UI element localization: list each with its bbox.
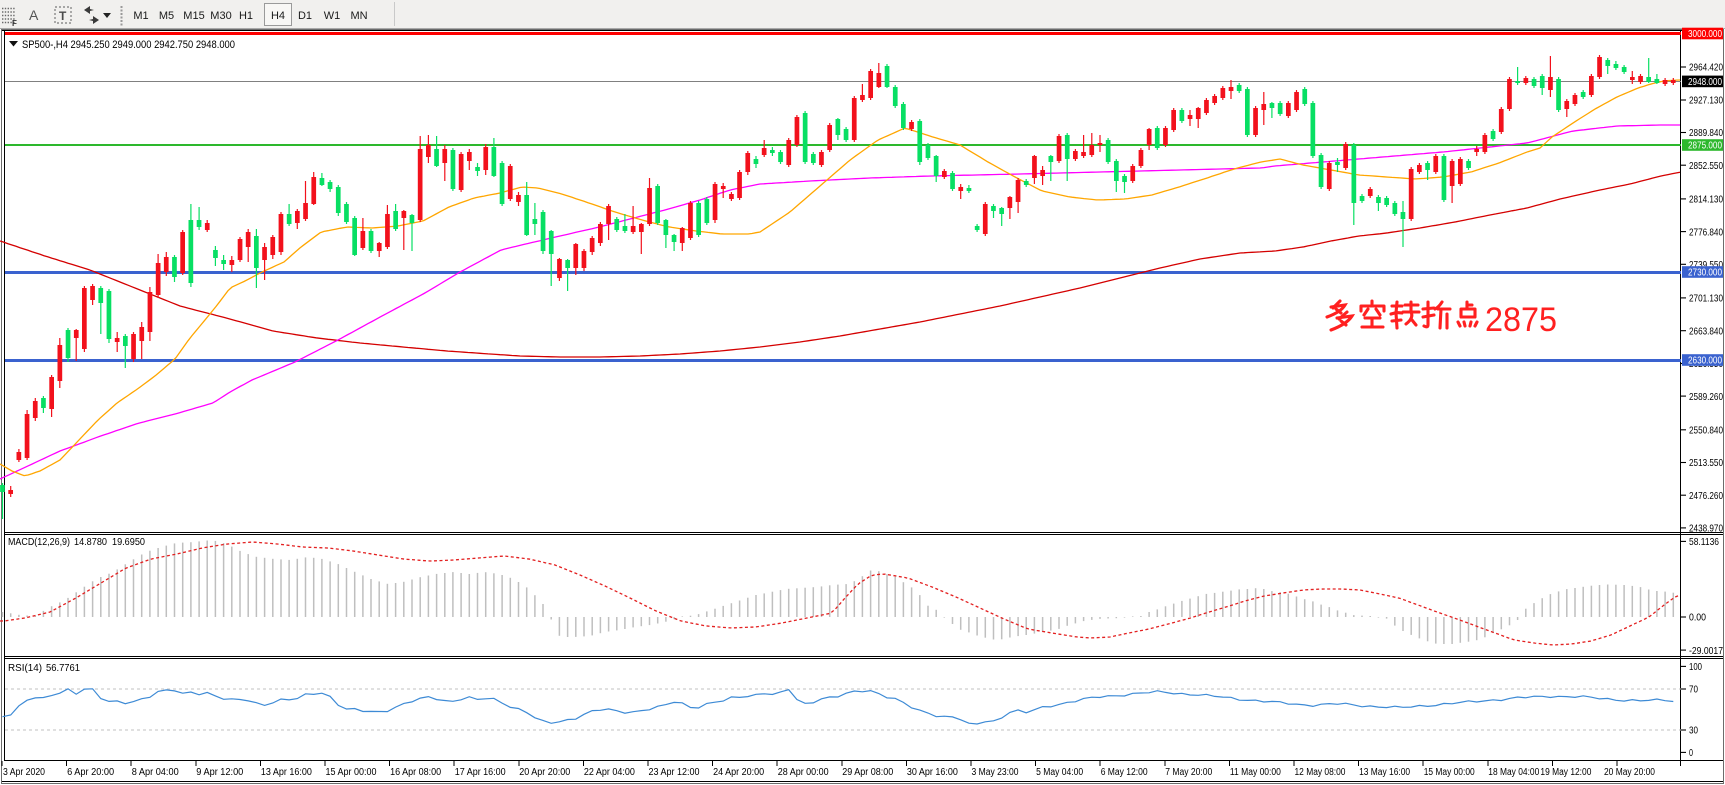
svg-text:3 May 23:00: 3 May 23:00 [972,767,1019,778]
svg-text:H1: H1 [239,10,253,22]
svg-text:13 May 16:00: 13 May 16:00 [1359,767,1410,778]
svg-text:23 Apr 12:00: 23 Apr 12:00 [649,767,700,778]
svg-text:15 Apr 00:00: 15 Apr 00:00 [326,767,377,778]
svg-text:H4: H4 [271,10,285,22]
svg-text:SP500-,H4 2945.250 2949.000 2: SP500-,H4 2945.250 2949.000 2942.750 294… [22,39,235,51]
svg-text:M5: M5 [159,10,174,22]
svg-text:2730.000: 2730.000 [1688,267,1722,279]
svg-text:M30: M30 [210,10,231,22]
svg-text:2776.840: 2776.840 [1689,226,1723,238]
svg-text:2438.970: 2438.970 [1689,523,1723,535]
svg-text:F: F [12,19,17,28]
svg-text:2889.840: 2889.840 [1689,127,1723,139]
svg-text:3 Apr 2020: 3 Apr 2020 [3,767,45,778]
svg-text:2663.840: 2663.840 [1689,325,1723,337]
svg-text:2589.260: 2589.260 [1689,391,1723,403]
svg-text:29 Apr 08:00: 29 Apr 08:00 [842,767,893,778]
svg-text:MACD(12,26,9): MACD(12,26,9) [8,536,70,548]
svg-text:W1: W1 [324,10,341,22]
svg-text:0.00: 0.00 [1689,612,1706,624]
svg-text:2875.000: 2875.000 [1688,140,1722,152]
svg-text:22 Apr 04:00: 22 Apr 04:00 [584,767,635,778]
svg-text:2852.550: 2852.550 [1689,160,1723,172]
svg-text:8 Apr 04:00: 8 Apr 04:00 [132,767,179,778]
svg-text:70: 70 [1689,684,1698,696]
svg-text:MN: MN [350,10,367,22]
svg-text:12 May 08:00: 12 May 08:00 [1295,767,1346,778]
svg-text:28 Apr 00:00: 28 Apr 00:00 [778,767,829,778]
svg-text:18 May 04:00: 18 May 04:00 [1488,767,1539,778]
svg-text:20 Apr 20:00: 20 Apr 20:00 [519,767,570,778]
svg-text:6 Apr 20:00: 6 Apr 20:00 [67,767,114,778]
svg-text:2550.840: 2550.840 [1689,425,1723,437]
svg-text:2476.260: 2476.260 [1689,490,1723,502]
svg-text:30 Apr 16:00: 30 Apr 16:00 [907,767,958,778]
svg-text:RSI(14): RSI(14) [8,662,42,674]
svg-text:6 May 12:00: 6 May 12:00 [1101,767,1148,778]
svg-text:13 Apr 16:00: 13 Apr 16:00 [261,767,312,778]
svg-text:15 May 00:00: 15 May 00:00 [1424,767,1475,778]
svg-text:2814.130: 2814.130 [1689,194,1723,206]
svg-text:2927.130: 2927.130 [1689,95,1723,107]
svg-text:M15: M15 [183,10,204,22]
svg-text:2513.550: 2513.550 [1689,457,1723,469]
svg-text:20 May 20:00: 20 May 20:00 [1604,767,1655,778]
svg-text:D1: D1 [298,10,312,22]
svg-text:3000.000: 3000.000 [1688,28,1722,40]
svg-text:56.7761: 56.7761 [46,662,80,674]
svg-text:17 Apr 16:00: 17 Apr 16:00 [455,767,506,778]
svg-text:7 May 20:00: 7 May 20:00 [1165,767,1212,778]
svg-text:2630.000: 2630.000 [1688,355,1722,367]
svg-text:-29.0017: -29.0017 [1689,645,1723,657]
svg-text:2948.000: 2948.000 [1688,76,1722,88]
svg-text:16 Apr 08:00: 16 Apr 08:00 [390,767,441,778]
svg-text:M1: M1 [133,10,148,22]
svg-text:2964.420: 2964.420 [1689,62,1723,74]
svg-text:A: A [29,7,39,23]
svg-text:24 Apr 20:00: 24 Apr 20:00 [713,767,764,778]
svg-text:58.1136: 58.1136 [1689,536,1719,548]
svg-text:2875: 2875 [1485,301,1557,339]
svg-text:9 Apr 12:00: 9 Apr 12:00 [196,767,243,778]
svg-text:30: 30 [1689,725,1698,737]
svg-text:19 May 12:00: 19 May 12:00 [1540,767,1591,778]
svg-text:11 May 00:00: 11 May 00:00 [1230,767,1281,778]
svg-text:100: 100 [1689,661,1702,673]
svg-text:5 May 04:00: 5 May 04:00 [1036,767,1083,778]
svg-text:T: T [59,9,67,23]
svg-text:14.8780: 14.8780 [74,536,107,548]
svg-text:19.6950: 19.6950 [112,536,145,548]
svg-text:2701.130: 2701.130 [1689,293,1723,305]
svg-text:0: 0 [1689,747,1693,759]
